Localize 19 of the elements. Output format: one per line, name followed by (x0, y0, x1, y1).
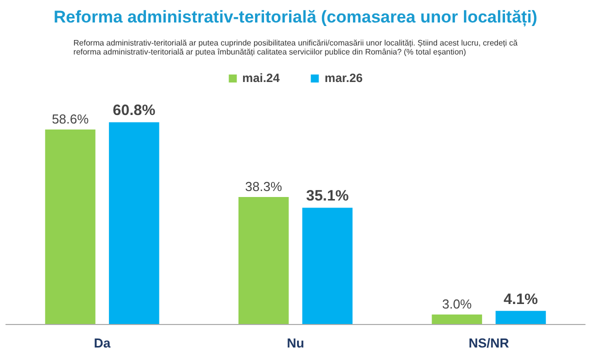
data-label: 35.1% (306, 188, 349, 205)
bar (45, 130, 96, 324)
bar (496, 310, 546, 324)
legend-label: mai.24 (242, 71, 280, 85)
bar (108, 122, 160, 324)
data-label: 3.0% (442, 296, 472, 312)
bar (302, 208, 353, 324)
x-tick-label: NS/NR (468, 336, 510, 350)
legend-label: mar.26 (324, 71, 363, 85)
data-label: 58.6% (52, 112, 90, 127)
data-label: 38.3% (245, 179, 282, 194)
chart-title: Reforma administrativ-teritorială (comasarea unor localități) (54, 8, 538, 26)
chart-subtitle: Reforma administrativ-teritorială ar putea cuprinde posibilitatea unificării/comasării unor localități. Știind acest lucru, credeți că reforma administrativ-teritorială ar putea îmbunătăți calitatea serviciilor publice din România? (% total eșantion) (73, 38, 518, 56)
data-label: 60.8% (112, 102, 156, 120)
data-label: 4.1% (504, 290, 538, 308)
x-tick-label: Da (94, 336, 112, 350)
x-tick-label: Nu (286, 336, 304, 350)
bar (432, 314, 482, 324)
bar (238, 197, 289, 324)
